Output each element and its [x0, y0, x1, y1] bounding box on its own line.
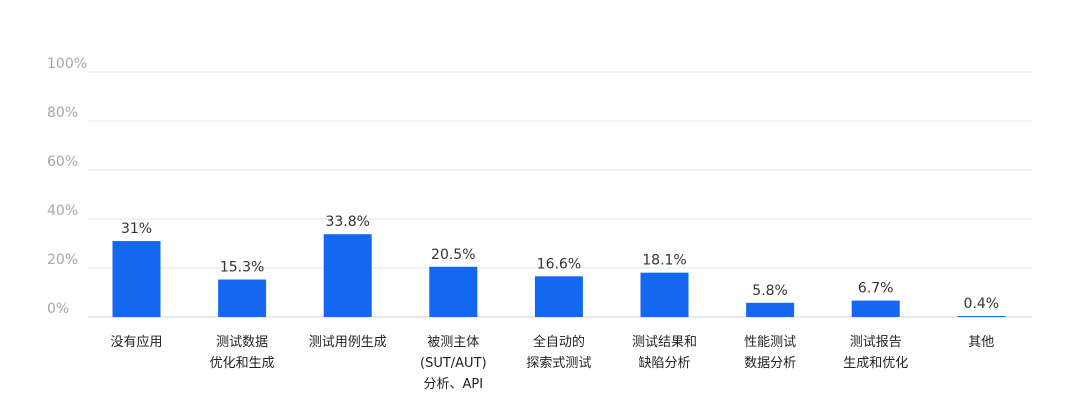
x-tick-label: 分析、API	[424, 377, 484, 392]
x-tick-label: 测试结果和	[632, 335, 697, 350]
bar	[534, 276, 583, 317]
y-tick-label: 60%	[47, 154, 78, 170]
bar	[957, 316, 1006, 317]
data-label: 5.8%	[752, 283, 788, 299]
y-tick-label: 20%	[47, 252, 78, 268]
x-tick-label: 数据分析	[744, 356, 796, 371]
bar	[851, 300, 900, 317]
data-label: 15.3%	[220, 260, 264, 276]
y-tick-label: 100%	[47, 56, 87, 72]
x-tick-label: 探索式测试	[526, 356, 591, 371]
data-label: 16.6%	[537, 256, 581, 272]
y-tick-label: 0%	[47, 301, 69, 317]
bar	[429, 266, 478, 317]
data-label: 33.8%	[325, 214, 369, 230]
x-tick-label: 测试用例生成	[309, 335, 387, 350]
data-label: 6.7%	[858, 281, 894, 297]
bar	[746, 302, 795, 317]
x-tick-label: 没有应用	[110, 334, 162, 350]
x-tick-label: 缺陷分析	[638, 356, 690, 371]
x-tick-label: 生成和优化	[843, 356, 908, 371]
bar	[112, 241, 161, 317]
bar	[323, 234, 372, 317]
data-label: 0.4%	[964, 296, 1000, 312]
x-tick-label: (SUT/AUT)	[420, 356, 487, 371]
x-tick-label: 测试数据	[216, 335, 268, 350]
x-tick-label: 性能测试	[744, 335, 796, 350]
data-label: 31%	[121, 221, 152, 237]
y-tick-label: 80%	[47, 105, 78, 121]
x-tick-label: 测试报告	[850, 335, 902, 350]
x-tick-label: 其他	[968, 335, 994, 350]
data-label: 18.1%	[642, 253, 686, 269]
x-tick-label: 优化和生成	[210, 356, 275, 371]
y-tick-label: 40%	[47, 203, 78, 219]
bar	[640, 272, 689, 317]
data-label: 20.5%	[431, 247, 475, 263]
x-tick-label: 被测主体	[427, 335, 479, 350]
bar	[218, 279, 267, 317]
x-tick-label: 全自动的	[533, 334, 585, 350]
